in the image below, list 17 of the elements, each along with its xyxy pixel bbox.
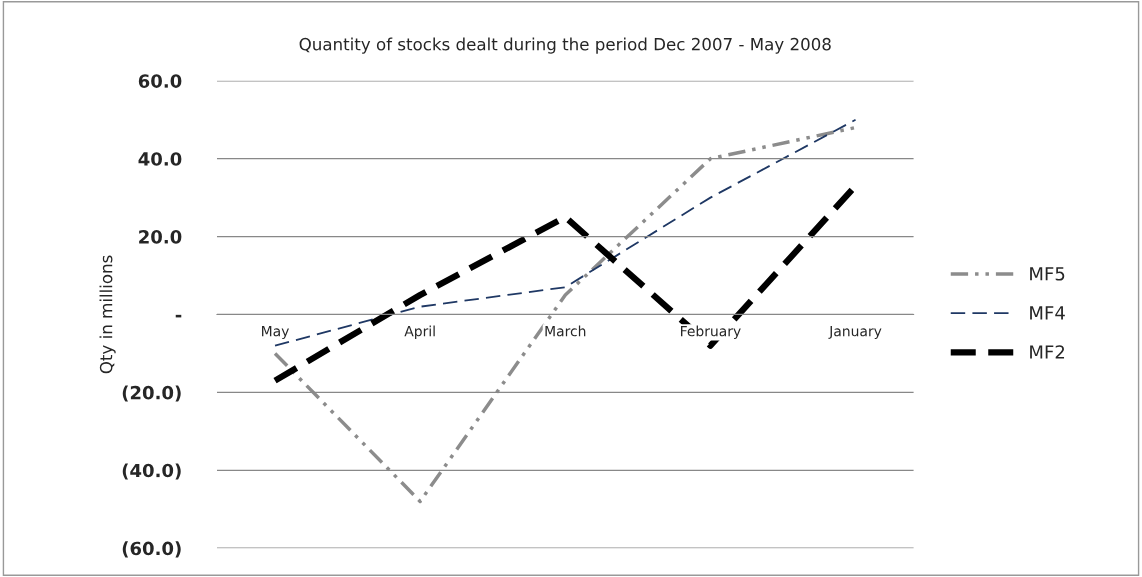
y-tick-label: - [175, 314, 182, 318]
y-tick-label: (60.0) [122, 541, 181, 558]
y-tick-label: 20.0 [139, 230, 182, 244]
x-tick-label: January [828, 326, 882, 340]
legend-label: MF2 [1030, 345, 1065, 359]
x-tick-label: April [404, 325, 435, 340]
y-tick-label: (40.0) [122, 463, 181, 480]
legend-label: MF4 [1030, 306, 1065, 320]
y-tick-label: 40.0 [138, 152, 182, 166]
x-tick-label: February [681, 325, 741, 340]
y-tick-label: (20.0) [122, 385, 181, 402]
legend-label: MF5 [1030, 267, 1065, 281]
chart-title: Quantity of stocks dealt during the period Dec 2007 - May 2008 [299, 37, 831, 54]
x-tick-label: May [262, 326, 289, 340]
y-axis-title: Qty in millions [99, 255, 116, 374]
y-tick-label: 60.0 [138, 74, 182, 88]
x-tick-label: March [545, 325, 586, 337]
